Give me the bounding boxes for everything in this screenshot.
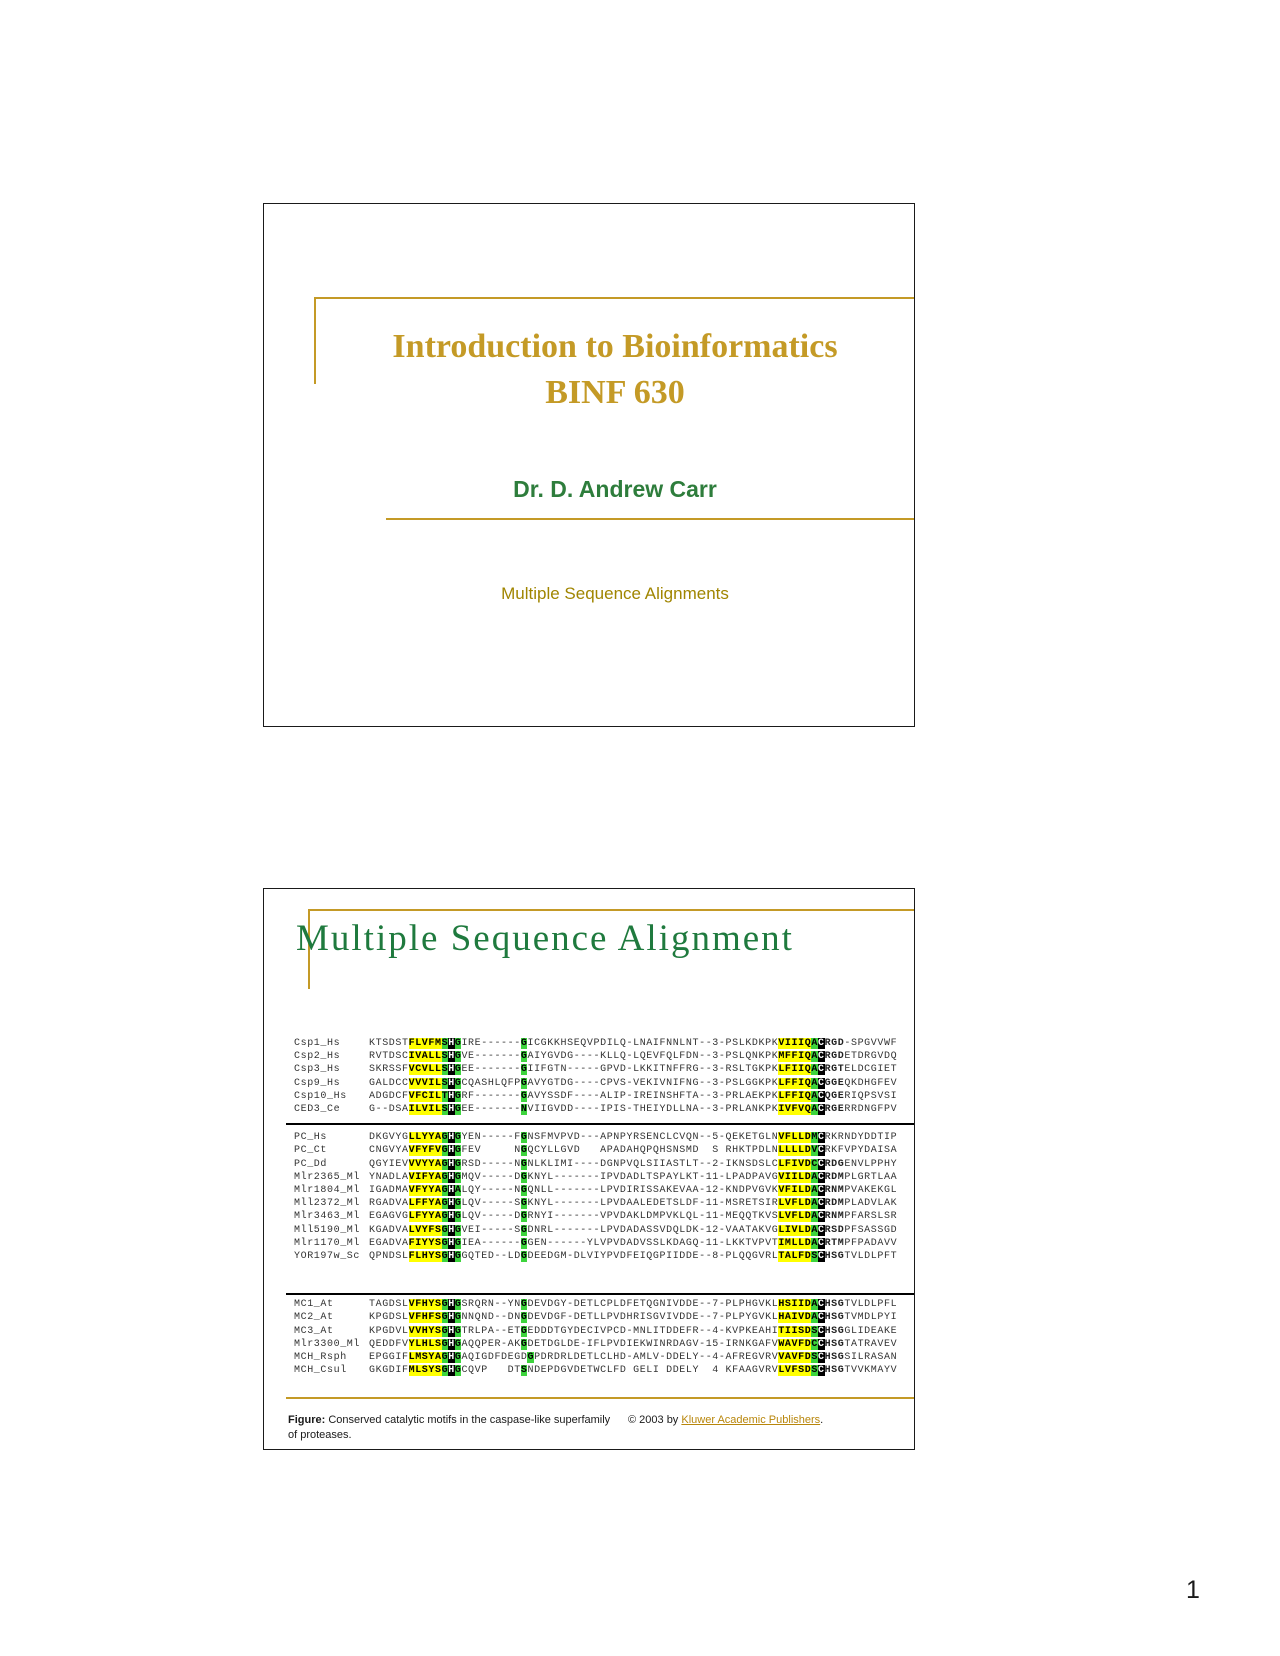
sequence-name: Csp10_Hs — [294, 1090, 347, 1102]
sequence-residues: RVTDSCIVALLSHGVE-------GAIYGVDG----KLLQ-… — [369, 1051, 898, 1063]
sequence-name: MC1_At — [294, 1299, 334, 1311]
sequence-name: PC_Ct — [294, 1145, 328, 1157]
alignment-row: YOR197w_Sc QPNDSLFLHYSGHGGQTED--LDGDEEDGM… — [286, 1250, 914, 1263]
sequence-name: Mlr2365_Ml — [294, 1171, 361, 1183]
sequence-residues: KGADVALVYFSGHGVEI-----SGDNRL-------LPVDA… — [369, 1224, 898, 1236]
sequence-name: Mll5190_Ml — [294, 1224, 361, 1236]
alignment-row: Mlr1804_Ml IGADMAVFYYAGHALQY-----NGQNLL--… — [286, 1184, 914, 1197]
sequence-residues: KTSDSTFLVFMSHGIRE------GICGKKHSEQVPDILQ-… — [369, 1038, 898, 1049]
title-line-1: Introduction to Bioinformatics — [392, 328, 838, 365]
corner-accent-line — [314, 297, 914, 384]
alignment-row: Mll2372_Ml RGADVALFFYAGHGLQV-----SGKNYL--… — [286, 1197, 914, 1210]
alignment-row: Csp1_Hs KTSDSTFLVFMSHGIRE------GICGKKHSEQ… — [286, 1037, 914, 1050]
copyright-block: © 2003 by Kluwer Academic Publishers. — [628, 1413, 823, 1444]
sequence-name: Mlr1170_Ml — [294, 1237, 361, 1249]
copyright-prefix: © 2003 by — [628, 1414, 682, 1426]
sequence-name: Mlr3300_Ml — [294, 1338, 361, 1350]
sequence-name: Csp1_Hs — [294, 1038, 341, 1049]
sequence-residues: CNGVYAVFYFVGHGFEV NGQCYLLGVD APADAHQPQHS… — [369, 1145, 898, 1157]
sequence-residues: KPGDVLVVHYSGHGTRLPA--ETGEDDDTGYDECIVPCD-… — [369, 1325, 898, 1337]
slide1-subtitle: Multiple Sequence Alignments — [501, 584, 729, 603]
alignment-row: Mlr1170_Ml EGADVAFIYYSGHGIEA------GGEN---… — [286, 1237, 914, 1250]
sequence-residues: KPGDSLVFHFSGHGNNQND--DNGDEVDGF-DETLLPVDH… — [369, 1312, 898, 1324]
sequence-residues: QEDDFVYLHLSGHGAQQPER-AKGDETDGLDE-IFLPVDI… — [369, 1338, 898, 1350]
msa-figure: Csp1_Hs KTSDSTFLVFMSHGIRE------GICGKKHSEQ… — [286, 1037, 914, 1377]
sequence-residues: G--DSAILVILSHGEE-------NVIIGVDD----IPIS-… — [369, 1104, 898, 1116]
sequence-name: MCH_Csul — [294, 1365, 347, 1377]
slide-1: Introduction to Bioinformatics BINF 630 … — [263, 203, 915, 727]
alignment-row: PC_Dd QGYIEVVVYYAGHGRSD-----NGNLKLIMI----… — [286, 1158, 914, 1171]
slide1-title: Introduction to Bioinformatics BINF 630 — [316, 324, 914, 416]
sequence-name: MCH_Rsph — [294, 1352, 347, 1364]
sequence-residues: GKGDIFMLSYSGHGCQVP DTSNDEPDGVDETWCLFD GE… — [369, 1365, 898, 1377]
sequence-residues: TAGDSLVFHYSGHGSRQRN--YNGDEVDGY-DETLCPLDF… — [369, 1299, 898, 1311]
sequence-residues: YNADLAVIFYAGHGMQV-----DGKNYL-------IPVDA… — [369, 1171, 898, 1183]
page-number: 1 — [1186, 1576, 1200, 1604]
sequence-name: Csp3_Hs — [294, 1064, 341, 1076]
figure-caption: Figure: Conserved catalytic motifs in th… — [288, 1413, 908, 1444]
author-underline — [386, 518, 914, 520]
alignment-row: MCH_Csul GKGDIFMLSYSGHGCQVP DTSNDEPDGVDET… — [286, 1364, 914, 1377]
slide2-title: Multiple Sequence Alignment — [296, 918, 794, 959]
sequence-name: YOR197w_Sc — [294, 1251, 361, 1263]
sequence-name: Csp2_Hs — [294, 1051, 341, 1063]
sequence-name: Mlr1804_Ml — [294, 1185, 361, 1197]
alignment-row: CED3_Ce G--DSAILVILSHGEE-------NVIIGVDD--… — [286, 1103, 914, 1116]
alignment-row: MC2_At KPGDSLVFHFSGHGNNQND--DNGDEVDGF-DET… — [286, 1311, 914, 1324]
alignment-row: MC1_At TAGDSLVFHYSGHGSRQRN--YNGDEVDGY-DET… — [286, 1298, 914, 1311]
caption-label: Figure: — [288, 1414, 326, 1426]
sequence-name: Mll2372_Ml — [294, 1198, 361, 1210]
sequence-residues: SKRSSFVCVLLSHGEE-------GIIFGTN-----GPVD-… — [369, 1064, 898, 1076]
alignment-block: Csp1_Hs KTSDSTFLVFMSHGIRE------GICGKKHSEQ… — [286, 1037, 914, 1116]
slide-2: Multiple Sequence Alignment Csp1_Hs KTSDS… — [263, 888, 915, 1450]
author-name: Dr. D. Andrew Carr — [513, 476, 717, 502]
publisher-link[interactable]: Kluwer Academic Publishers — [681, 1414, 821, 1426]
copyright-suffix: . — [820, 1414, 824, 1426]
alignment-block: MC1_At TAGDSLVFHYSGHGSRQRN--YNGDEVDGY-DET… — [286, 1298, 914, 1377]
sequence-residues: RGADVALFFYAGHGLQV-----SGKNYL-------LPVDA… — [369, 1198, 898, 1210]
alignment-row: Mlr3300_Ml QEDDFVYLHLSGHGAQQPER-AKGDETDGL… — [286, 1338, 914, 1351]
sequence-name: Mlr3463_Ml — [294, 1211, 361, 1223]
caption-text: Conserved catalytic motifs in the caspas… — [288, 1414, 611, 1442]
figure-bottom-rule — [286, 1397, 914, 1399]
corner-accent-line — [308, 909, 914, 989]
alignment-row: MCH_Rsph EPGGIFLMSYAGHGAQIGDFDEGDGPDRDRLD… — [286, 1351, 914, 1364]
sequence-name: CED3_Ce — [294, 1104, 341, 1116]
alignment-block: PC_Hs DKGVYGLLYYAGHGYEN-----FGNSFMVPVD---… — [286, 1131, 914, 1263]
sequence-residues: GALDCCVVVILSHGCQASHLQFPGAVYGTDG----CPVS-… — [369, 1077, 898, 1089]
alignment-row: Csp3_Hs SKRSSFVCVLLSHGEE-------GIIFGTN---… — [286, 1063, 914, 1076]
alignment-row: PC_Ct CNGVYAVFYFVGHGFEV NGQCYLLGVD APADAH… — [286, 1144, 914, 1157]
block-separator-line — [286, 1293, 914, 1296]
alignment-row: Csp10_Hs ADGDCFVFCILTHGRF-------GAVYSSDF-… — [286, 1090, 914, 1103]
sequence-residues: IGADMAVFYYAGHALQY-----NGQNLL-------LPVDI… — [369, 1185, 898, 1197]
alignment-row: Mlr2365_Ml YNADLAVIFYAGHGMQV-----DGKNYL--… — [286, 1171, 914, 1184]
sequence-name: PC_Hs — [294, 1132, 328, 1144]
caption-text-block: Figure: Conserved catalytic motifs in th… — [288, 1413, 618, 1444]
block-separator-line — [286, 1123, 914, 1126]
alignment-row: Csp2_Hs RVTDSCIVALLSHGVE-------GAIYGVDG--… — [286, 1050, 914, 1063]
alignment-row: Mlr3463_Ml EGAGVGLFYYAGHGLQV-----DGRNYI--… — [286, 1210, 914, 1223]
sequence-residues: EPGGIFLMSYAGHGAQIGDFDEGDGPDRDRLDETLCLHD-… — [369, 1352, 898, 1364]
sequence-residues: QPNDSLFLHYSGHGGQTED--LDGDEEDGM-DLVIYPVDF… — [369, 1251, 898, 1263]
alignment-row: Mll5190_Ml KGADVALVYFSGHGVEI-----SGDNRL--… — [286, 1224, 914, 1237]
sequence-residues: EGADVAFIYYSGHGIEA------GGEN------YLVPVDA… — [369, 1237, 898, 1249]
sequence-residues: QGYIEVVVYYAGHGRSD-----NGNLKLIMI----DGNPV… — [369, 1158, 898, 1170]
sequence-residues: ADGDCFVFCILTHGRF-------GAVYSSDF----ALIP-… — [369, 1090, 898, 1102]
title-line-2: BINF 630 — [545, 373, 685, 411]
alignment-row: MC3_At KPGDVLVVHYSGHGTRLPA--ETGEDDDTGYDEC… — [286, 1325, 914, 1338]
sequence-residues: EGAGVGLFYYAGHGLQV-----DGRNYI-------VPVDA… — [369, 1211, 898, 1223]
sequence-name: Csp9_Hs — [294, 1077, 341, 1089]
sequence-residues: DKGVYGLLYYAGHGYEN-----FGNSFMVPVD---APNPY… — [369, 1132, 898, 1144]
sequence-name: PC_Dd — [294, 1158, 328, 1170]
alignment-row: PC_Hs DKGVYGLLYYAGHGYEN-----FGNSFMVPVD---… — [286, 1131, 914, 1144]
alignment-row: Csp9_Hs GALDCCVVVILSHGCQASHLQFPGAVYGTDG--… — [286, 1077, 914, 1090]
sequence-name: MC2_At — [294, 1312, 334, 1324]
sequence-name: MC3_At — [294, 1325, 334, 1337]
